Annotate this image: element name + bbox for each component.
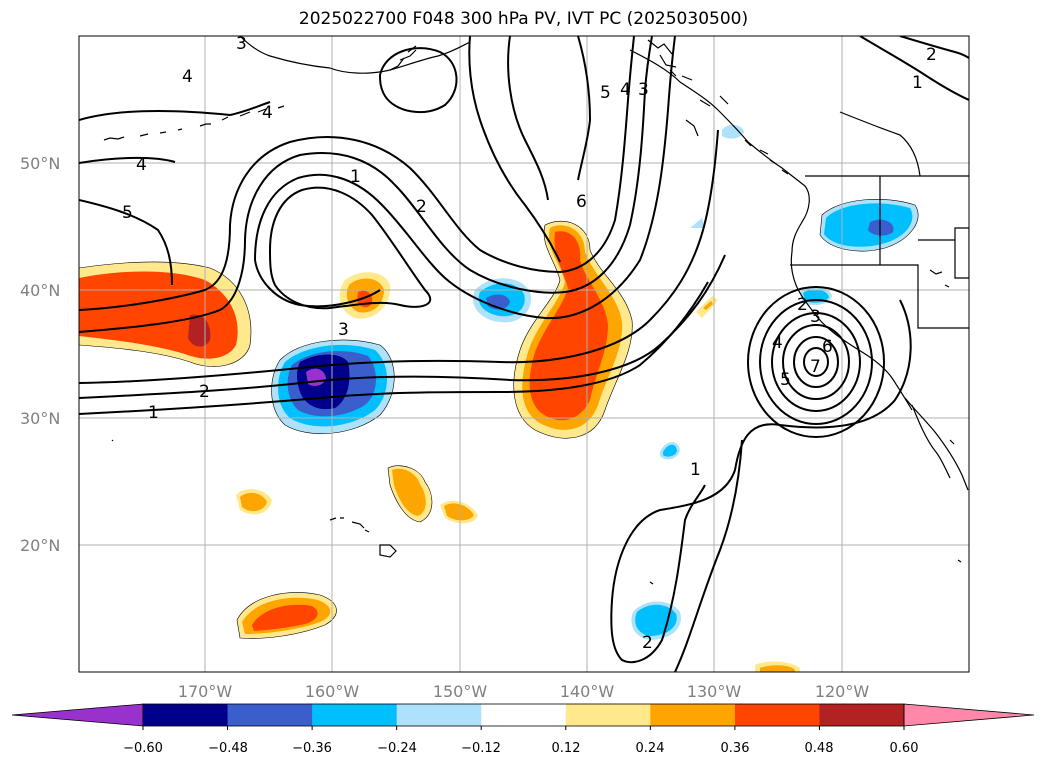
- colorbar-segment: [227, 704, 313, 726]
- colorbar-extend-min: [11, 703, 144, 727]
- colorbar-frame: [142, 703, 905, 727]
- contour-label: 2: [797, 295, 808, 315]
- lon-label: 150°W: [433, 682, 488, 701]
- contour-label: 3: [338, 320, 349, 340]
- contour-label: 7: [810, 357, 821, 377]
- contour-label: 5: [600, 83, 611, 103]
- contour-label: 1: [912, 73, 923, 93]
- graticule: [79, 36, 969, 672]
- contour-label: 2: [926, 45, 937, 65]
- contour-label: 4: [182, 67, 193, 87]
- map-frame: [78, 35, 970, 673]
- colorbar: [11, 703, 1035, 730]
- colorbar-tick-label: −0.12: [461, 741, 501, 756]
- colorbar-extend-max: [903, 703, 1035, 727]
- lon-label: 130°W: [687, 682, 742, 701]
- colorbar-segment: [481, 704, 567, 726]
- colorbar-segment: [143, 704, 229, 726]
- lat-label: 50°N: [20, 154, 60, 173]
- contour-label: 3: [236, 34, 247, 54]
- contour-label: 2: [416, 197, 427, 217]
- contour-label: 4: [262, 103, 273, 123]
- coastlines: [103, 36, 969, 585]
- contour-label: 4: [620, 80, 631, 100]
- colorbar-tick-label: −0.36: [292, 741, 332, 756]
- colorbar-tick-label: 0.12: [552, 741, 581, 756]
- colorbar-tick-label: 0.60: [890, 741, 919, 756]
- contour-label: 3: [810, 307, 821, 327]
- contour-label: 6: [822, 337, 833, 357]
- contour-label: 2: [642, 633, 653, 653]
- colorbar-segment: [819, 704, 905, 726]
- latitude-labels: 50°N 40°N 30°N 20°N: [20, 154, 60, 555]
- map-title: 2025022700 F048 300 hPa PV, IVT PC (2025…: [298, 9, 749, 29]
- contour-label: 2: [199, 382, 210, 402]
- longitude-labels: 170°W 160°W 150°W 140°W 130°W 120°W: [178, 682, 870, 701]
- map-area: 3 4 4 4 5 1 2 3 2 1 6 5 4 3 1 2 1 2 3 4 …: [79, 34, 969, 672]
- lat-label: 30°N: [20, 409, 60, 428]
- contour-label: 5: [122, 203, 133, 223]
- ivt-contours: [79, 36, 969, 672]
- colorbar-segment: [565, 704, 651, 726]
- lon-label: 140°W: [560, 682, 615, 701]
- contour-label: 1: [148, 403, 159, 423]
- contour-label: 1: [350, 167, 361, 187]
- colorbar-segment: [312, 704, 398, 726]
- contour-label: 5: [780, 370, 791, 390]
- lon-label: 170°W: [178, 682, 233, 701]
- contour-label: 1: [690, 460, 701, 480]
- colorbar-tick-label: −0.60: [123, 741, 163, 756]
- lon-label: 120°W: [815, 682, 870, 701]
- contour-label: 4: [136, 155, 147, 175]
- contour-labels: 3 4 4 4 5 1 2 3 2 1 6 5 4 3 1 2 1 2 3 4 …: [122, 34, 937, 653]
- colorbar-tick-label: 0.24: [636, 741, 665, 756]
- colorbar-tick-label: 0.48: [805, 741, 834, 756]
- colorbar-ticks: −0.60 −0.48 −0.36 −0.24 −0.12 0.12 0.24 …: [123, 741, 918, 756]
- colorbar-tick-label: −0.24: [377, 741, 417, 756]
- colorbar-tick-label: 0.36: [721, 741, 750, 756]
- colorbar-tick-label: −0.48: [208, 741, 248, 756]
- contour-label: 3: [638, 80, 649, 100]
- lon-label: 160°W: [305, 682, 360, 701]
- colorbar-segment: [734, 704, 820, 726]
- colorbar-segment: [396, 704, 482, 726]
- contour-label: 6: [576, 192, 587, 212]
- colorbar-segment: [650, 704, 736, 726]
- contour-label: 4: [772, 333, 783, 353]
- lat-label: 20°N: [20, 536, 60, 555]
- lat-label: 40°N: [20, 281, 60, 300]
